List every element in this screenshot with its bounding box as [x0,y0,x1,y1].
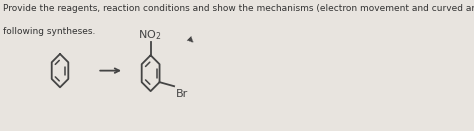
Text: Provide the reagents, reaction conditions and show the mechanisms (electron move: Provide the reagents, reaction condition… [3,4,474,13]
Text: Br: Br [176,89,189,99]
Text: following syntheses.: following syntheses. [3,27,95,36]
Text: ▶: ▶ [185,34,196,45]
Text: NO$_2$: NO$_2$ [137,28,161,42]
